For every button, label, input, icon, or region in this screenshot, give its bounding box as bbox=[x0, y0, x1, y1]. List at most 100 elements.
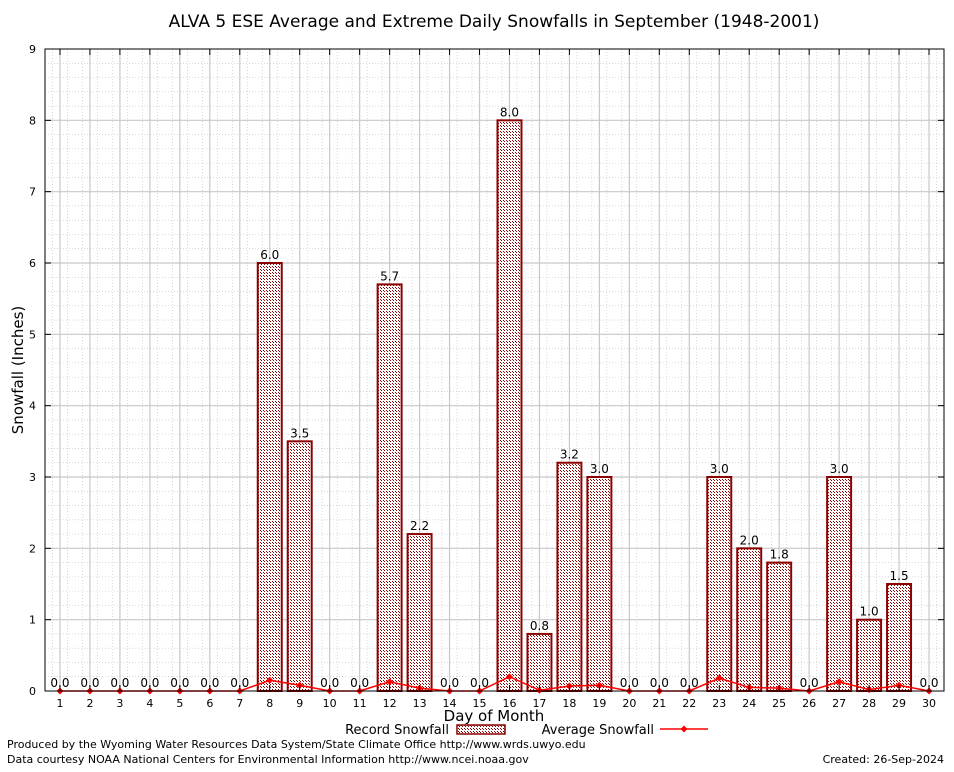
y-tick-label: 2 bbox=[29, 542, 36, 555]
data-label-day-21: 0.0 bbox=[650, 676, 669, 690]
x-tick-label: 19 bbox=[592, 697, 606, 710]
y-tick-label: 4 bbox=[29, 400, 36, 413]
data-label-day-29: 1.5 bbox=[890, 569, 909, 583]
bar-day-8 bbox=[256, 262, 283, 692]
legend: Record Snowfall Average Snowfall bbox=[345, 723, 708, 738]
x-tick-label: 21 bbox=[652, 697, 666, 710]
data-label-day-13: 2.2 bbox=[410, 519, 429, 533]
average-point-day-12 bbox=[386, 678, 394, 686]
x-ticks: 1 2 3 4 5 6 7 8 9 10 11 12 13 14 15 16 17 18 19 20 21 22 23 24 2… bbox=[56, 49, 936, 710]
data-label-day-16: 8.0 bbox=[500, 105, 519, 119]
average-point-day-8 bbox=[266, 676, 274, 684]
x-tick-label: 23 bbox=[712, 697, 726, 710]
x-tick-label: 7 bbox=[236, 697, 243, 710]
y-tick-label: 7 bbox=[29, 186, 36, 199]
x-tick-label: 22 bbox=[682, 697, 696, 710]
x-tick-label: 26 bbox=[802, 697, 816, 710]
data-label-day-18: 3.2 bbox=[560, 448, 579, 462]
x-tick-label: 18 bbox=[562, 697, 576, 710]
footer-courtesy: Data courtesy NOAA National Centers for … bbox=[7, 753, 529, 766]
data-label-day-6: 0.0 bbox=[200, 676, 219, 690]
x-tick-label: 17 bbox=[532, 697, 546, 710]
y-tick-label: 1 bbox=[29, 614, 36, 627]
bar-day-24 bbox=[736, 547, 763, 692]
x-tick-label: 15 bbox=[473, 697, 487, 710]
y-tick-label: 6 bbox=[29, 257, 36, 270]
x-tick-label: 14 bbox=[443, 697, 457, 710]
data-label-day-26: 0.0 bbox=[800, 676, 819, 690]
data-label-day-5: 0.0 bbox=[170, 676, 189, 690]
data-label-day-2: 0.0 bbox=[80, 676, 99, 690]
data-label-day-14: 0.0 bbox=[440, 676, 459, 690]
bar-day-27 bbox=[826, 476, 853, 692]
x-tick-label: 3 bbox=[116, 697, 123, 710]
x-tick-label: 12 bbox=[383, 697, 397, 710]
average-point-day-23 bbox=[715, 674, 723, 682]
x-tick-label: 24 bbox=[742, 697, 756, 710]
bar-day-9 bbox=[286, 440, 313, 693]
x-tick-label: 10 bbox=[323, 697, 337, 710]
legend-record-label: Record Snowfall bbox=[345, 723, 449, 738]
bar-day-23 bbox=[706, 476, 733, 692]
data-label-day-7: 0.0 bbox=[230, 676, 249, 690]
y-ticks: 0 1 2 3 4 5 6 7 8 9 bbox=[29, 43, 944, 698]
x-axis-label: Day of Month bbox=[444, 707, 545, 725]
plot-frame bbox=[44, 48, 945, 692]
x-tick-label: 20 bbox=[622, 697, 636, 710]
bar-day-16 bbox=[496, 119, 523, 693]
bar-day-17 bbox=[526, 632, 553, 693]
bar-day-18 bbox=[556, 461, 583, 692]
bars bbox=[256, 119, 913, 693]
data-label-day-4: 0.0 bbox=[140, 676, 159, 690]
data-label-day-24: 2.0 bbox=[740, 533, 759, 547]
chart-title: ALVA 5 ESE Average and Extreme Daily Sno… bbox=[169, 12, 820, 32]
data-label-day-3: 0.0 bbox=[110, 676, 129, 690]
average-point-day-16 bbox=[505, 673, 513, 681]
x-tick-label: 13 bbox=[413, 697, 427, 710]
y-tick-label: 8 bbox=[29, 114, 36, 127]
data-label-day-11: 0.0 bbox=[350, 676, 369, 690]
data-label-day-8: 6.0 bbox=[260, 248, 279, 262]
bar-day-13 bbox=[406, 533, 433, 692]
footer-created: Created: 26-Sep-2024 bbox=[823, 753, 944, 766]
data-label-day-19: 3.0 bbox=[590, 462, 609, 476]
x-tick-label: 30 bbox=[922, 697, 936, 710]
y-tick-label: 0 bbox=[29, 685, 36, 698]
footer-produced-by: Produced by the Wyoming Water Resources … bbox=[7, 738, 586, 751]
y-tick-label: 9 bbox=[29, 43, 36, 56]
legend-record-swatch bbox=[456, 724, 506, 735]
data-label-day-9: 3.5 bbox=[290, 426, 309, 440]
data-label-day-22: 0.0 bbox=[680, 676, 699, 690]
data-label-day-23: 3.0 bbox=[710, 462, 729, 476]
x-tick-label: 2 bbox=[86, 697, 93, 710]
data-label-day-15: 0.0 bbox=[470, 676, 489, 690]
x-tick-label: 25 bbox=[772, 697, 786, 710]
x-tick-label: 5 bbox=[176, 697, 183, 710]
data-label-day-17: 0.8 bbox=[530, 619, 549, 633]
bar-day-19 bbox=[586, 476, 613, 692]
data-label-day-1: 0.0 bbox=[50, 676, 69, 690]
y-tick-label: 5 bbox=[29, 328, 36, 341]
legend-average-label: Average Snowfall bbox=[542, 723, 654, 738]
x-tick-label: 28 bbox=[862, 697, 876, 710]
data-labels: 0.0 0.0 0.0 0.0 0.0 0.0 0.0 6.0 3.5 0.0 0.0 5.7 2.2 0… bbox=[50, 105, 938, 690]
x-tick-label: 11 bbox=[353, 697, 367, 710]
y-axis-label: Snowfall (Inches) bbox=[9, 306, 27, 434]
x-tick-label: 9 bbox=[296, 697, 303, 710]
x-tick-label: 6 bbox=[206, 697, 213, 710]
average-point-day-27 bbox=[835, 678, 843, 686]
bar-day-12 bbox=[376, 283, 403, 692]
x-tick-label: 4 bbox=[146, 697, 153, 710]
data-label-day-20: 0.0 bbox=[620, 676, 639, 690]
x-tick-label: 27 bbox=[832, 697, 846, 710]
bar-day-25 bbox=[766, 561, 793, 692]
bar-day-28 bbox=[856, 618, 883, 693]
x-tick-label: 16 bbox=[502, 697, 516, 710]
x-tick-label: 1 bbox=[56, 697, 63, 710]
data-label-day-12: 5.7 bbox=[380, 269, 399, 283]
data-label-day-10: 0.0 bbox=[320, 676, 339, 690]
data-label-day-25: 1.8 bbox=[770, 548, 789, 562]
